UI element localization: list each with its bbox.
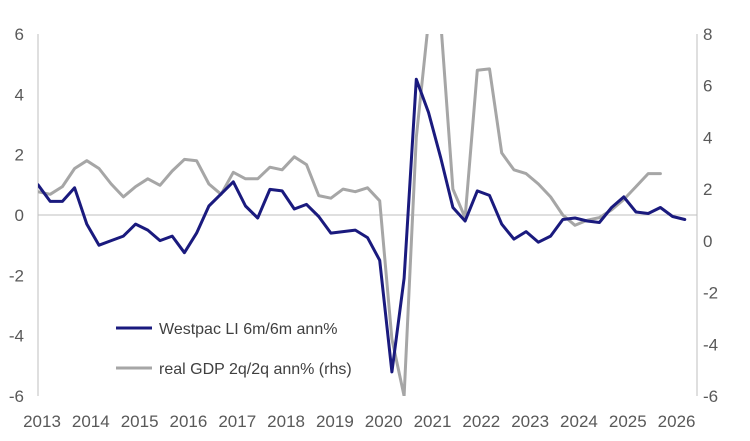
x-tick-label: 2023	[511, 412, 549, 431]
left-y-tick-label: -4	[9, 327, 24, 346]
right-y-tick-label: -4	[703, 335, 718, 354]
legend-label-gdp: real GDP 2q/2q ann% (rhs)	[159, 361, 352, 378]
series-lines	[38, 34, 687, 396]
series-line-westpac-li	[38, 77, 687, 374]
series-line-real-gdp	[38, 34, 662, 396]
right-y-tick-label: 8	[703, 25, 712, 44]
left-y-tick-label: -6	[9, 387, 24, 406]
left-y-tick-labels: 6 4 2 0 -2 -4 -6	[9, 25, 24, 406]
left-y-tick-label: 0	[15, 206, 24, 225]
x-tick-label: 2020	[365, 412, 403, 431]
legend: Westpac LI 6m/6m ann% real GDP 2q/2q ann…	[116, 321, 352, 378]
x-tick-label: 2026	[658, 412, 696, 431]
right-y-tick-labels: 8 6 4 2 0 -2 -4 -6	[703, 25, 718, 406]
left-y-tick-label: 2	[15, 146, 24, 165]
x-tick-label: 2025	[609, 412, 647, 431]
legend-item-westpac: Westpac LI 6m/6m ann%	[116, 321, 337, 338]
legend-label-westpac: Westpac LI 6m/6m ann%	[159, 321, 337, 338]
x-tick-label: 2014	[72, 412, 110, 431]
right-y-tick-label: -6	[703, 387, 718, 406]
right-y-tick-label: 0	[703, 232, 712, 251]
x-tick-label: 2019	[316, 412, 354, 431]
x-tick-label: 2017	[218, 412, 256, 431]
x-tick-label: 2013	[23, 412, 61, 431]
x-tick-label: 2015	[121, 412, 159, 431]
x-tick-label: 2016	[170, 412, 208, 431]
x-tick-labels: 2013 2014 2015 2016 2017 2018 2019 2020 2021 2022…	[23, 412, 695, 431]
x-tick-label: 2018	[267, 412, 305, 431]
x-tick-label: 2021	[414, 412, 452, 431]
x-tick-label: 2024	[560, 412, 598, 431]
x-tick-label: 2022	[462, 412, 500, 431]
right-y-tick-label: 2	[703, 180, 712, 199]
right-y-tick-label: 4	[703, 128, 712, 147]
legend-item-gdp: real GDP 2q/2q ann% (rhs)	[116, 361, 352, 378]
left-y-tick-label: -2	[9, 266, 24, 285]
left-y-tick-label: 6	[15, 25, 24, 44]
left-y-tick-label: 4	[15, 85, 24, 104]
axes	[37, 34, 698, 396]
right-y-tick-label: -2	[703, 284, 718, 303]
right-y-tick-label: 6	[703, 77, 712, 96]
